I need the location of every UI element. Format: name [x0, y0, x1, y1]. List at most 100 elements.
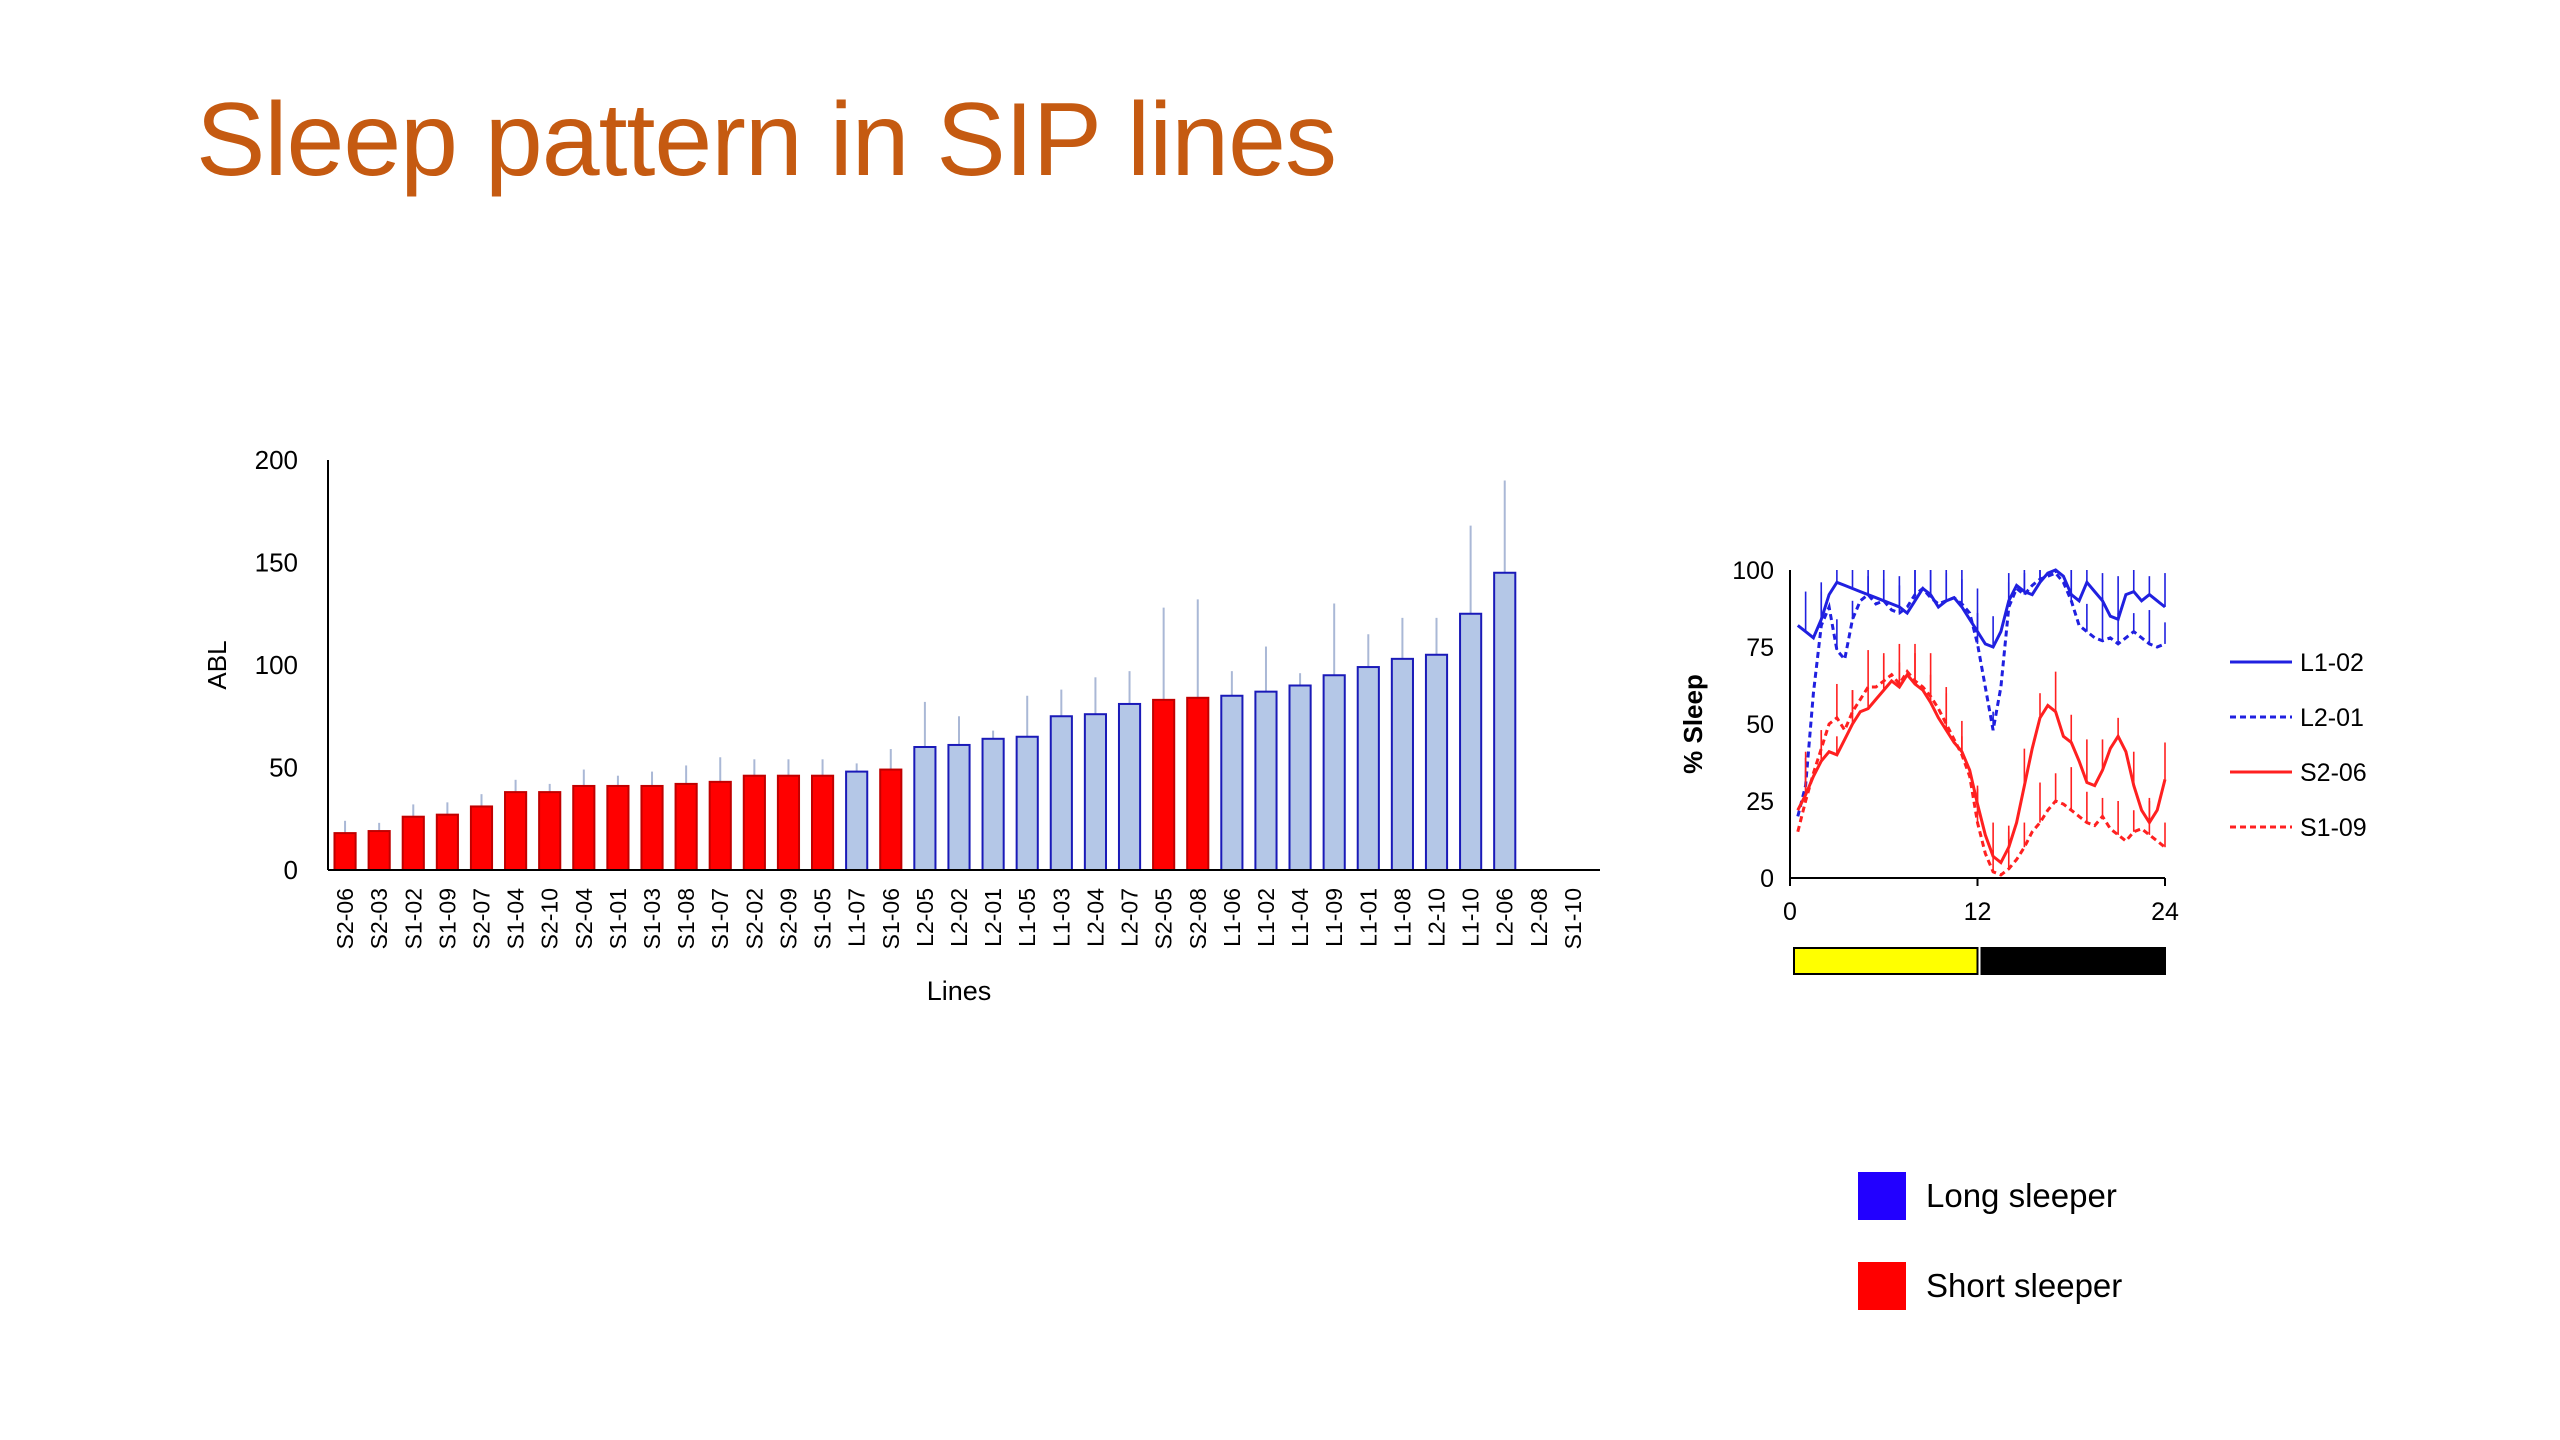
- x-tick-label: S1-07: [707, 888, 733, 949]
- x-tick-label: S2-08: [1185, 888, 1211, 949]
- x-tick-label: S1-04: [503, 888, 529, 950]
- bar: [845, 770, 869, 872]
- bar: [1493, 571, 1517, 871]
- x-tick-label: S2-02: [741, 888, 767, 949]
- legend-item-long-sleeper: Long sleeper: [1858, 1170, 2122, 1222]
- x-tick-label: S1-02: [400, 888, 426, 949]
- series-line: [1796, 672, 2167, 865]
- bar: [1254, 690, 1278, 871]
- series-L2-01: [1796, 570, 2166, 817]
- x-tick-label: L2-04: [1082, 888, 1108, 947]
- x-tick-label: L1-06: [1219, 888, 1245, 947]
- bar: [742, 774, 766, 872]
- bar: [1220, 694, 1244, 871]
- x-tick-label: L1-01: [1355, 888, 1381, 947]
- y-tick-label: 75: [1746, 634, 1774, 662]
- legend-swatch-short: [1858, 1262, 1906, 1310]
- bar: [504, 791, 528, 872]
- x-tick-label: S2-09: [775, 888, 801, 949]
- sleeper-legend: Long sleeper Short sleeper: [1858, 1170, 2122, 1350]
- abl-bar-chart: 0 50 100 150 200 ABL S2-06 S2-03 S1-02 S1-09 S2-07…: [202, 445, 1600, 1006]
- bar: [1459, 612, 1483, 871]
- x-tick-label: S2-03: [366, 888, 392, 949]
- sleep-line-chart: 0 25 50 75 100 0 12 24 % Sleep L1-02 L2-01 S2-06 S1-…: [1678, 557, 2367, 975]
- x-tick-label: L1-08: [1389, 888, 1415, 947]
- legend-label-long: Long sleeper: [1926, 1177, 2117, 1214]
- x-tick-label: L2-02: [946, 888, 972, 947]
- x-tick-label: L1-10: [1458, 888, 1484, 947]
- legend-label: S2-06: [2300, 759, 2367, 787]
- bar: [469, 805, 494, 872]
- x-tick-label: S1-03: [639, 888, 665, 949]
- x-tick-label: 24: [2151, 898, 2179, 926]
- bar: [1049, 715, 1073, 871]
- bar: [708, 780, 732, 872]
- x-tick-label: L1-03: [1048, 888, 1074, 947]
- series-line: [1796, 568, 2166, 649]
- y-tick-label: 50: [1746, 711, 1774, 739]
- x-tick-label: L1-04: [1287, 888, 1313, 947]
- bar: [1083, 713, 1108, 872]
- y-axis-label: ABL: [202, 640, 232, 689]
- bar: [1424, 653, 1449, 871]
- legend-label: L1-02: [2300, 649, 2364, 677]
- x-tick-label: S2-06: [332, 888, 358, 949]
- x-tick-label: L2-06: [1492, 888, 1518, 947]
- bar: [435, 813, 459, 871]
- y-axis-label: % Sleep: [1678, 674, 1708, 774]
- series-S1-09: [1796, 643, 2166, 877]
- bar: [333, 832, 357, 872]
- x-tick-label: L2-01: [980, 888, 1006, 947]
- x-tick-label: 12: [1964, 898, 1992, 926]
- bar: [879, 768, 903, 871]
- x-tick-label: L2-05: [912, 888, 938, 947]
- light-dark-segment-light: [1793, 947, 1979, 975]
- bar: [367, 830, 391, 871]
- x-tick-label: S1-01: [605, 888, 631, 949]
- x-tick-label: S1-06: [878, 888, 904, 949]
- y-tick-label: 100: [255, 650, 298, 680]
- x-tick-label: S2-10: [537, 888, 563, 949]
- bar: [981, 737, 1005, 871]
- x-tick-label: 0: [1783, 898, 1797, 926]
- x-tick-label: S1-09: [434, 888, 460, 949]
- x-tick-label: L1-09: [1321, 888, 1347, 947]
- bar: [1390, 657, 1414, 871]
- y-tick-label: 150: [255, 548, 298, 578]
- x-tick-label: S1-10: [1560, 888, 1586, 949]
- x-tick-label: S2-04: [571, 888, 597, 950]
- bar: [913, 746, 937, 871]
- x-axis-label: Lines: [927, 976, 992, 1006]
- x-tick-label: S2-05: [1151, 888, 1177, 949]
- bar: [1152, 698, 1176, 871]
- x-tick-label: L2-07: [1117, 888, 1143, 947]
- y-tick-label: 100: [1732, 557, 1774, 585]
- x-tick-label: S1-08: [673, 888, 699, 949]
- bar: [640, 784, 664, 872]
- bar: [776, 774, 801, 872]
- light-dark-segment-dark: [1980, 947, 2166, 975]
- bar: [1356, 666, 1380, 871]
- y-tick-label: 50: [269, 753, 298, 783]
- bar: [810, 774, 835, 872]
- bar: [1015, 735, 1039, 871]
- bar: [1117, 702, 1142, 872]
- legend-item-short-sleeper: Short sleeper: [1858, 1260, 2122, 1312]
- x-tick-label: L1-07: [844, 888, 870, 947]
- legend-label: S1-09: [2300, 814, 2367, 842]
- bar: [1288, 684, 1312, 871]
- bar: [538, 791, 562, 872]
- x-tick-label: L1-02: [1253, 888, 1279, 947]
- bar: [572, 784, 596, 872]
- legend-swatch-long: [1858, 1172, 1906, 1220]
- legend-label-short: Short sleeper: [1926, 1267, 2123, 1304]
- bar: [1186, 696, 1210, 871]
- series-line: [1796, 669, 2166, 877]
- bar: [606, 784, 630, 872]
- bar: [401, 815, 425, 872]
- x-tick-label: S1-05: [810, 888, 836, 949]
- bar: [1322, 674, 1346, 871]
- y-tick-label: 25: [1746, 788, 1774, 816]
- y-tick-label: 200: [255, 445, 298, 475]
- series-S2-06: [1796, 643, 2167, 865]
